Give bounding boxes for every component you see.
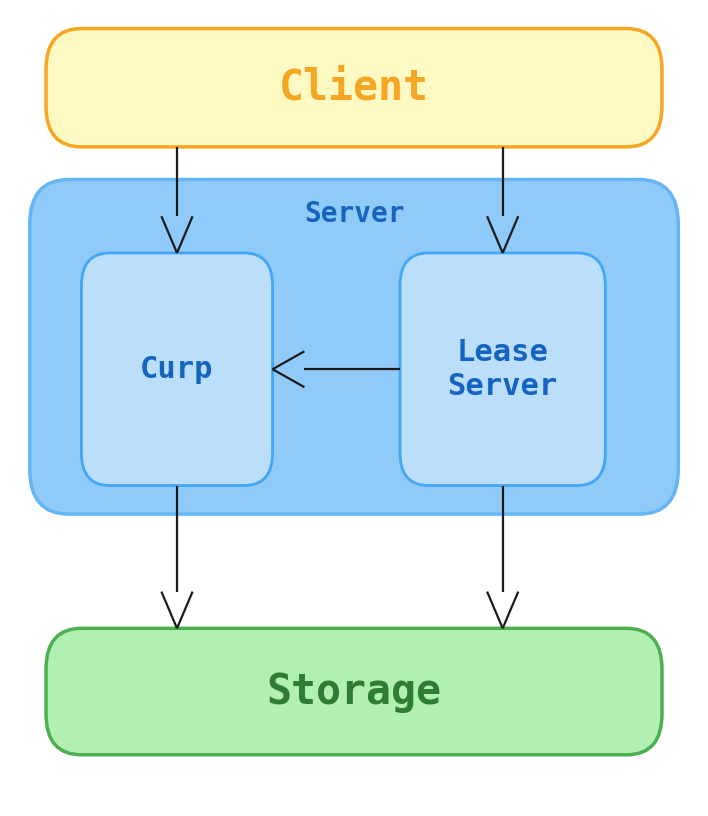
FancyBboxPatch shape	[46, 628, 662, 755]
FancyBboxPatch shape	[400, 253, 605, 486]
Text: Curp: Curp	[140, 355, 214, 384]
Text: Server: Server	[304, 200, 404, 228]
Text: Lease
Server: Lease Server	[447, 338, 558, 401]
FancyBboxPatch shape	[46, 29, 662, 147]
FancyBboxPatch shape	[81, 253, 273, 486]
Text: Storage: Storage	[266, 671, 442, 712]
Text: Client: Client	[279, 67, 429, 109]
FancyBboxPatch shape	[30, 180, 678, 514]
